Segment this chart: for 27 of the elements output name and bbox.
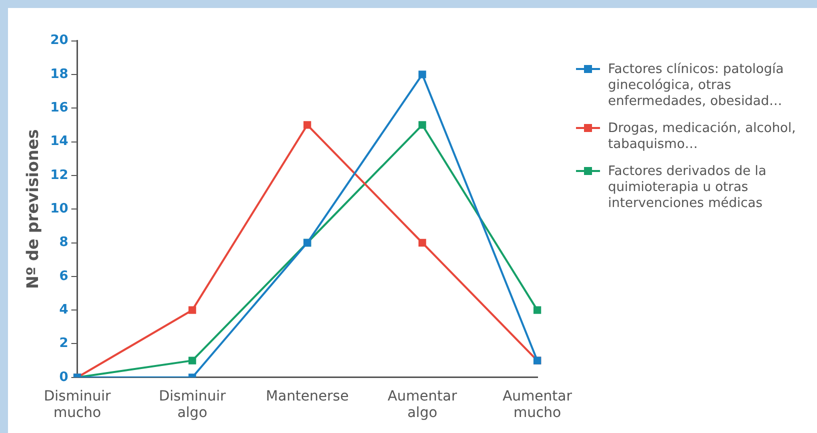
- y-tick-label: 14: [50, 134, 68, 150]
- legend-label: Factores derivados de la quimioterapia u otras intervenciones médicas: [608, 164, 766, 211]
- point: [418, 238, 426, 247]
- point: [418, 121, 426, 129]
- x-tick-label: Mantenerse: [266, 388, 349, 404]
- y-tick-label: 0: [59, 370, 68, 385]
- y-tick-label: 8: [59, 235, 68, 250]
- x-tick-label: Aumentar algo: [388, 388, 458, 422]
- x-tick-label: Aumentar mucho: [502, 388, 572, 422]
- y-tick-label: 6: [59, 268, 68, 284]
- y-tick-label: 12: [50, 168, 68, 183]
- legend-label: Factores clínicos: patología ginecológica, otras enfermedades, obesidad…: [608, 62, 784, 109]
- y-axis-title: Nº de previsiones: [22, 129, 42, 289]
- y-tick-label: 2: [59, 336, 68, 352]
- y-tick-label: 16: [50, 100, 68, 116]
- y-tick-label: 10: [50, 201, 68, 216]
- point: [418, 70, 426, 78]
- point: [303, 121, 312, 129]
- point: [533, 306, 542, 314]
- point: [188, 356, 196, 364]
- legend-label: Drogas, medicación, alcohol, tabaquismo…: [608, 121, 796, 152]
- y-tick-label: 4: [59, 302, 68, 318]
- x-tick-label: Disminuir algo: [158, 388, 226, 422]
- x-tick-label: Disminuir mucho: [44, 388, 111, 422]
- y-tick-label: 20: [50, 33, 68, 48]
- point: [188, 306, 196, 314]
- y-tick-label: 18: [50, 66, 68, 82]
